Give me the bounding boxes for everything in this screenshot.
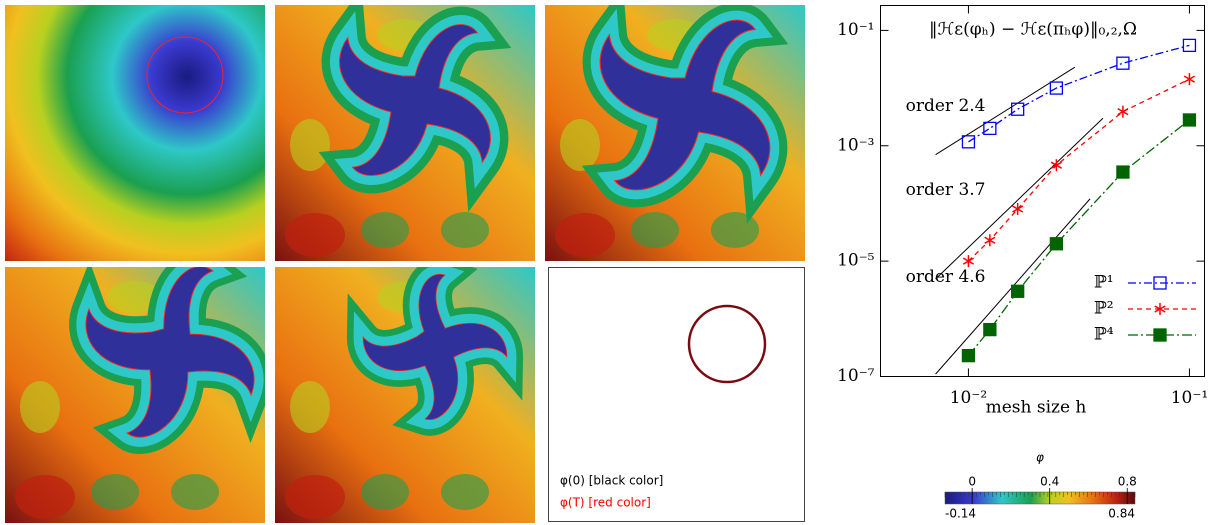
x-tick-label: 10⁻¹ — [1171, 388, 1208, 408]
colorbar-tick-label: 0 — [968, 475, 976, 489]
y-tick-label: 10⁻³ — [837, 135, 874, 155]
colorbar-end-label: -0.14 — [945, 507, 976, 521]
annotation: ‖ℋε(φₕ) − ℋε(πₕφ)‖₀,₂,Ω — [929, 20, 1137, 40]
legend-label: ℙ¹ — [1094, 273, 1114, 293]
x-axis-label: mesh size h — [986, 398, 1087, 418]
colorbar-tick-label: 0.4 — [1040, 475, 1059, 489]
legend-text: φ(T) [red color] — [560, 496, 651, 510]
marker — [962, 350, 974, 362]
marker — [1117, 57, 1129, 69]
panel-t1 — [275, 5, 535, 261]
x-tick-label: 10⁻² — [950, 388, 987, 408]
marker — [1117, 166, 1129, 178]
marker — [1012, 285, 1024, 297]
marker — [985, 234, 995, 246]
series-line — [968, 79, 1189, 261]
marker — [1183, 114, 1195, 126]
marker — [963, 255, 973, 267]
reference-label: order 2.4 — [906, 96, 986, 116]
y-tick-label: 10⁻¹ — [837, 20, 874, 40]
colorbar-tick-label: 0.8 — [1118, 475, 1137, 489]
panel-t3 — [5, 260, 265, 523]
reference-label: order 4.6 — [906, 267, 986, 287]
legend-label: ℙ² — [1094, 299, 1114, 319]
series-line — [968, 45, 1189, 141]
figure: φ(0) [black color] φ(T) [red color] ‖ℋε(… — [0, 0, 1231, 525]
y-tick-label: 10⁻⁷ — [837, 366, 875, 386]
marker — [1050, 238, 1062, 250]
panel-comparison: φ(0) [black color] φ(T) [red color] — [549, 268, 805, 522]
panel-t2 — [545, 5, 805, 261]
panel-t4 — [275, 264, 535, 523]
reference-label: order 3.7 — [906, 180, 986, 200]
marker — [1184, 73, 1194, 85]
legend-text: φ(0) [black color] — [560, 474, 663, 488]
legend-label: ℙ⁴ — [1094, 325, 1114, 345]
marker — [984, 324, 996, 336]
marker — [984, 122, 996, 134]
panel-initial — [5, 5, 265, 261]
legend-marker — [1154, 329, 1166, 341]
colorbar-end-label: 0.84 — [1108, 507, 1135, 521]
y-tick-label: 10⁻⁵ — [837, 251, 875, 271]
marker — [1051, 159, 1061, 171]
colorbar-label: φ — [1036, 451, 1044, 465]
marker — [1118, 106, 1128, 118]
